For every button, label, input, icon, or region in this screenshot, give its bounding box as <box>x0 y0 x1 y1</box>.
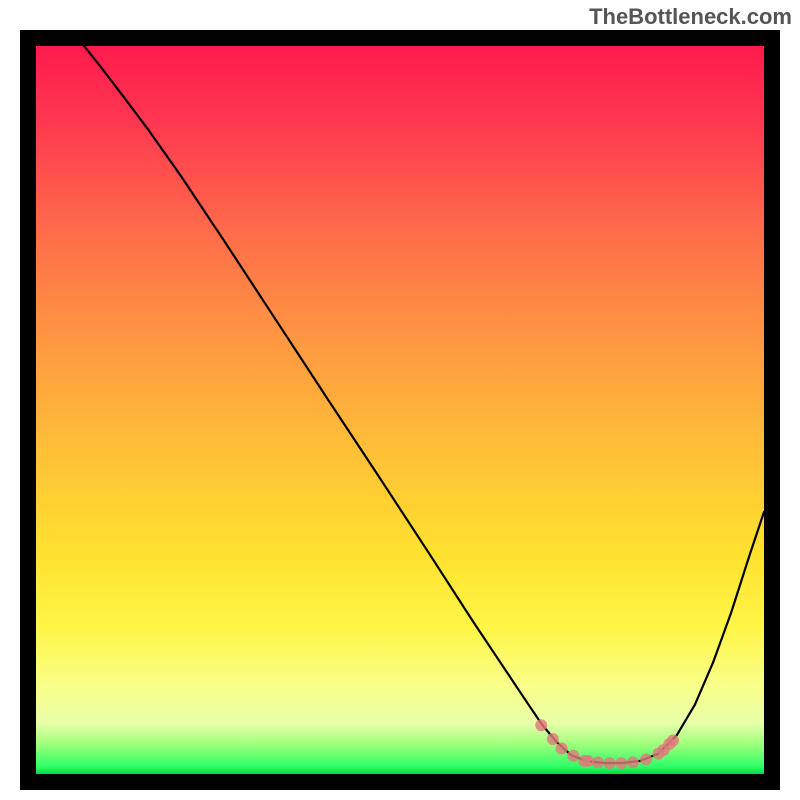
valley-marker <box>567 750 579 762</box>
valley-marker <box>604 757 616 769</box>
valley-marker <box>627 756 639 768</box>
valley-marker <box>547 733 559 745</box>
chart-svg <box>36 46 764 774</box>
valley-marker <box>667 735 679 747</box>
valley-marker <box>592 756 604 768</box>
valley-marker <box>615 757 627 769</box>
chart-background <box>36 46 764 774</box>
chart-plot-area <box>36 46 764 774</box>
valley-marker <box>556 743 568 755</box>
chart-frame <box>20 30 780 790</box>
valley-marker <box>535 719 547 731</box>
valley-marker <box>640 753 652 765</box>
watermark-text: TheBottleneck.com <box>589 4 792 30</box>
valley-marker <box>582 755 594 767</box>
